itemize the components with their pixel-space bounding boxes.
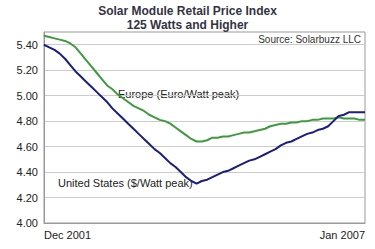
svg-text:4.20: 4.20: [17, 192, 38, 204]
svg-text:Solar Module Retail Price Inde: Solar Module Retail Price Index: [98, 4, 277, 18]
svg-text:Jan 2007: Jan 2007: [320, 229, 365, 241]
svg-text:4.80: 4.80: [17, 115, 38, 127]
svg-text:Source: Solarbuzz LLC: Source: Solarbuzz LLC: [258, 34, 361, 45]
svg-text:Dec 2001: Dec 2001: [44, 229, 91, 241]
svg-text:125 Watts and Higher: 125 Watts and Higher: [127, 18, 249, 32]
svg-text:United States ($/Watt peak): United States ($/Watt peak): [58, 177, 193, 189]
svg-text:5.20: 5.20: [17, 64, 38, 76]
svg-text:5.40: 5.40: [17, 39, 38, 51]
svg-text:5.00: 5.00: [17, 90, 38, 102]
svg-text:Europe (Euro/Watt peak): Europe (Euro/Watt peak): [118, 88, 239, 100]
svg-text:4.60: 4.60: [17, 141, 38, 153]
svg-text:4.00: 4.00: [17, 217, 38, 229]
svg-text:4.40: 4.40: [17, 166, 38, 178]
